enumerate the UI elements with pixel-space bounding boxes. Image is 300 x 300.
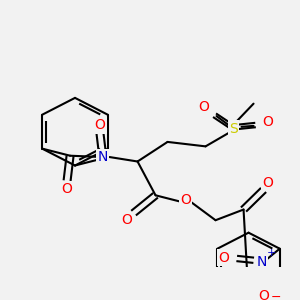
Text: O: O: [218, 250, 229, 265]
Text: S: S: [229, 122, 238, 136]
Text: O: O: [262, 115, 273, 129]
Text: O: O: [258, 289, 269, 300]
Text: O: O: [262, 176, 273, 190]
Text: +: +: [267, 248, 276, 258]
Text: N: N: [256, 255, 267, 269]
Text: O: O: [62, 182, 73, 196]
Text: O: O: [198, 100, 209, 114]
Text: N: N: [98, 150, 108, 164]
Text: −: −: [271, 291, 281, 300]
Text: O: O: [180, 193, 191, 207]
Text: O: O: [121, 213, 132, 227]
Text: O: O: [94, 118, 105, 133]
